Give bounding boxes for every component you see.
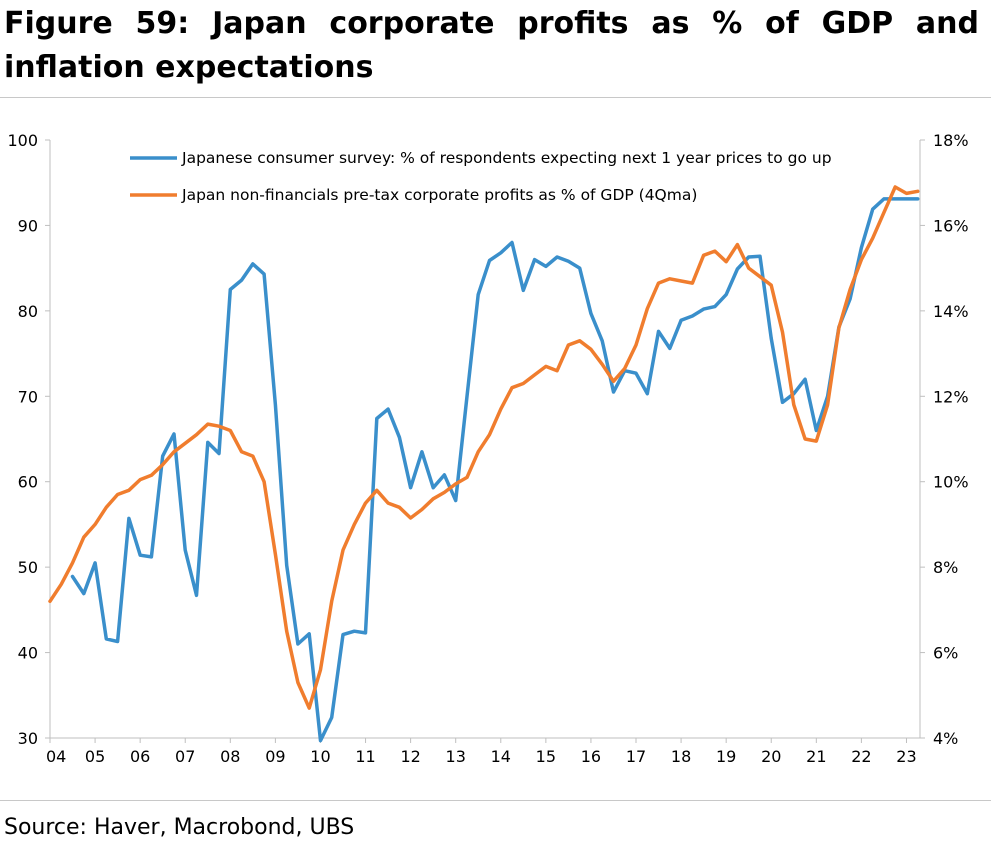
x-tick-label: 15 — [536, 747, 556, 766]
left-tick-label: 30 — [18, 729, 38, 748]
right-tick-label: 18% — [933, 131, 969, 150]
legend-label-corporate-profits: Japan non-financials pre-tax corporate p… — [181, 186, 697, 204]
left-tick-label: 100 — [7, 131, 38, 150]
left-tick-label: 70 — [18, 387, 38, 406]
x-tick-label: 18 — [671, 747, 691, 766]
x-tick-label: 21 — [806, 747, 826, 766]
x-tick-label: 19 — [716, 747, 736, 766]
x-tick-label: 11 — [355, 747, 375, 766]
corporate-profits-line — [48, 185, 920, 710]
top-divider — [0, 97, 991, 98]
line-chart: 30 40 50 60 70 80 90 100 4% 6% 8% 10% 12% 14% 16% 18% 04… — [7, 131, 968, 766]
left-tick-label: 90 — [18, 216, 38, 235]
chart-series — [48, 185, 920, 743]
x-tick-label: 13 — [446, 747, 466, 766]
chart-title: Figure 59: Japan corporate profits as % … — [4, 6, 979, 85]
x-tick-label: 22 — [851, 747, 871, 766]
x-tick-label: 14 — [491, 747, 511, 766]
x-tick-label: 08 — [220, 747, 240, 766]
right-tick-label: 10% — [933, 473, 969, 492]
x-tick-label: 23 — [896, 747, 916, 766]
chart-legend: Japanese consumer survey: % of responden… — [130, 149, 832, 204]
left-tick-label: 80 — [18, 302, 38, 321]
x-tick-label: 10 — [310, 747, 330, 766]
right-tick-label: 16% — [933, 216, 969, 235]
x-tick-label: 16 — [581, 747, 601, 766]
right-tick-label: 4% — [933, 729, 958, 748]
right-tick-label: 14% — [933, 302, 969, 321]
right-tick-label: 12% — [933, 387, 969, 406]
right-tick-label: 8% — [933, 558, 958, 577]
legend-label-consumer-survey: Japanese consumer survey: % of responden… — [181, 149, 832, 167]
bottom-divider — [0, 800, 991, 801]
x-tick-label: 06 — [130, 747, 150, 766]
x-tick-label: 05 — [85, 747, 105, 766]
right-tick-label: 6% — [933, 644, 958, 663]
left-tick-label: 40 — [18, 644, 38, 663]
x-tick-label: 12 — [400, 747, 420, 766]
left-tick-label: 60 — [18, 473, 38, 492]
x-tick-label: 17 — [626, 747, 646, 766]
chart-axes: 30 40 50 60 70 80 90 100 4% 6% 8% 10% 12% 14% 16% 18% 04… — [7, 131, 968, 766]
left-tick-label: 50 — [18, 558, 38, 577]
x-tick-label: 07 — [175, 747, 195, 766]
x-tick-label: 20 — [761, 747, 781, 766]
consumer-survey-line — [70, 197, 920, 743]
source-note: Source: Haver, Macrobond, UBS — [4, 815, 355, 840]
x-tick-label: 04 — [46, 747, 66, 766]
x-tick-label: 09 — [265, 747, 285, 766]
